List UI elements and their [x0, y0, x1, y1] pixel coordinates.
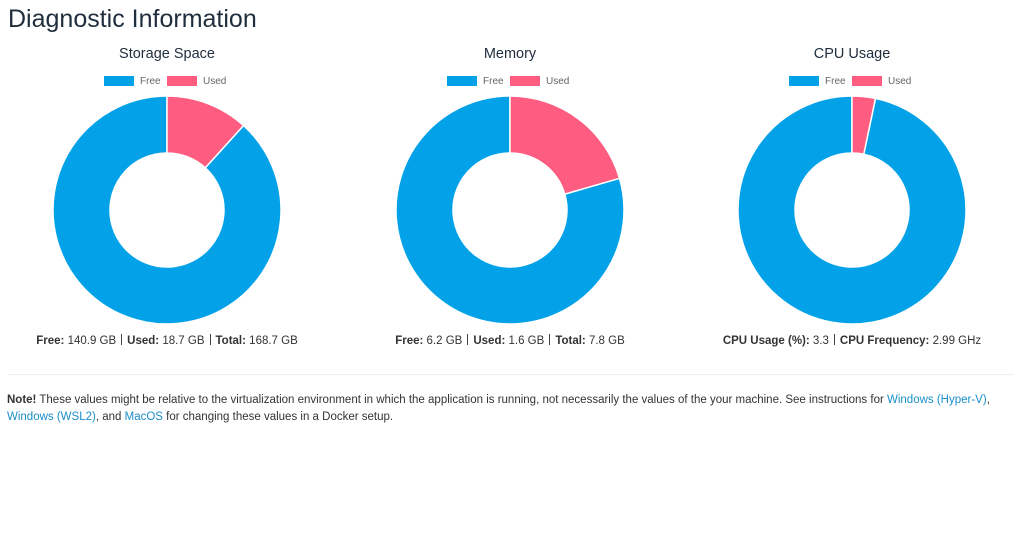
- chart-title: Storage Space: [119, 46, 215, 62]
- page-title: Diagnostic Information: [8, 5, 257, 33]
- donut-segment: [509, 95, 621, 196]
- stat-value: 1.6 GB: [508, 335, 545, 347]
- divider: [8, 374, 1014, 375]
- legend-swatch: [789, 76, 819, 86]
- stat-item: Total: 168.7 GB: [205, 335, 298, 347]
- note-text: , and: [95, 411, 125, 423]
- link[interactable]: Windows (Hyper-V): [887, 394, 987, 406]
- stat-value: 18.7 GB: [162, 335, 205, 347]
- note-text: These values might be relative to the vi…: [36, 394, 887, 406]
- stat-label: Used:: [473, 335, 506, 347]
- stat-item: CPU Usage (%): 3.3: [723, 335, 829, 347]
- stat-label: Used:: [127, 335, 160, 347]
- stat-value: 140.9 GB: [67, 335, 117, 347]
- stat-item: Total: 7.8 GB: [544, 335, 624, 347]
- stat-value: 6.2 GB: [426, 335, 463, 347]
- stat-label: Free:: [36, 335, 65, 347]
- chart-title: Memory: [484, 46, 537, 62]
- legend-label: Free: [140, 76, 161, 87]
- donut-segment: [737, 95, 967, 325]
- stat-label: Free:: [395, 335, 424, 347]
- note-text: for changing these values in a Docker se…: [162, 411, 394, 423]
- stat-item: Free: 140.9 GB: [36, 335, 116, 347]
- legend-label: Free: [483, 76, 504, 87]
- stat-item: Used: 1.6 GB: [462, 335, 544, 347]
- legend-label: Used: [546, 76, 569, 87]
- stat-label: CPU Usage (%):: [722, 335, 810, 347]
- link[interactable]: Windows (WSL2): [7, 411, 96, 423]
- stat-value: 168.7 GB: [249, 335, 298, 347]
- legend-swatch: [510, 76, 540, 86]
- donut-segment: [395, 95, 625, 325]
- legend-swatch: [104, 76, 134, 86]
- legend-label: Used: [888, 76, 911, 87]
- legend-label: Free: [825, 76, 846, 87]
- legend-swatch: [852, 76, 882, 86]
- stat-value: 2.99 GHz: [932, 335, 982, 347]
- note-text: ,: [986, 394, 990, 406]
- stat-label: Total:: [215, 335, 246, 347]
- legend-label: Used: [203, 76, 226, 87]
- stat-item: Free: 6.2 GB: [395, 335, 462, 347]
- donut-segment: [52, 95, 282, 325]
- legend-swatch: [167, 76, 197, 86]
- chart-title: CPU Usage: [814, 46, 891, 62]
- charts: Storage Space Free Used Memory Free Used CPU U…: [52, 46, 967, 325]
- stats-line: CPU Usage (%): 3.3 CPU Frequency: 2.99 GH…: [682, 334, 1022, 347]
- legend-swatch: [447, 76, 477, 86]
- stat-label: CPU Frequency:: [839, 335, 930, 347]
- donut-segment: [166, 95, 245, 169]
- stats-line: Free: 6.2 GB Used: 1.6 GB Total: 7.8 GB: [340, 334, 680, 347]
- stat-label: Total:: [555, 335, 586, 347]
- donut-segment: [851, 95, 877, 156]
- note-label: Note!: [7, 394, 37, 406]
- stat-value: 3.3: [812, 335, 829, 347]
- stats-line: Free: 140.9 GB Used: 18.7 GB Total: 168.7 …: [0, 334, 337, 347]
- stat-item: Used: 18.7 GB: [116, 335, 204, 347]
- link[interactable]: MacOS: [124, 411, 163, 423]
- note: Note! These values might be relative to …: [7, 392, 1007, 426]
- stat-value: 7.8 GB: [588, 335, 625, 347]
- stat-item: CPU Frequency: 2.99 GHz: [829, 335, 981, 347]
